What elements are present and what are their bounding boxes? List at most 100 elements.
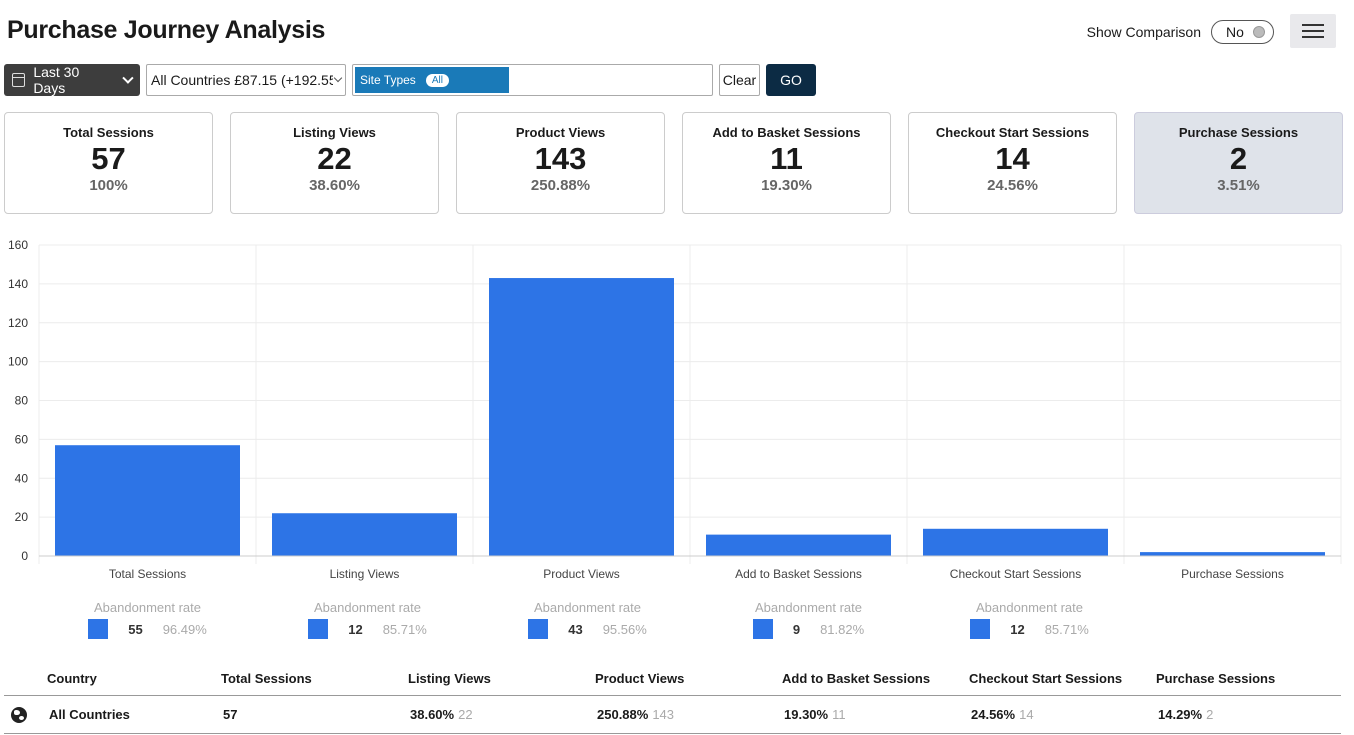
date-range-label: Last 30 Days [33,64,80,96]
kpi-listing-views[interactable]: Listing Views 22 38.60% [230,112,439,214]
abandonment-item: Abandonment rate 12 85.71% [950,600,1110,639]
comparison-label: Show Comparison [1086,24,1201,40]
kpi-add-to-basket[interactable]: Add to Basket Sessions 11 19.30% [682,112,891,214]
cell-purchase: 14.29% 2 [1158,707,1213,722]
cell-checkout-count: 14 [1019,707,1034,722]
kpi-percent: 100% [89,177,128,194]
header-purchase-sessions[interactable]: Purchase Sessions [1156,671,1276,686]
abandonment-row: 12 85.71% [288,619,448,639]
country-table: Country Total Sessions Listing Views Pro… [4,662,1341,734]
cell-checkout-pct: 24.56% [971,707,1016,722]
kpi-value: 2 [1229,141,1248,176]
table-row[interactable]: All Countries 57 38.60% 22 250.88% 143 19.… [4,696,1341,734]
abandonment-swatch [528,619,549,639]
kpi-label: Checkout Start Sessions [935,125,1090,140]
abandonment-title: Abandonment rate [314,600,421,615]
abandonment-row: 55 96.49% [68,619,228,639]
bar [272,513,457,556]
kpi-label: Product Views [515,125,606,140]
abandonment-title: Abandonment rate [976,600,1083,615]
bar [923,528,1108,556]
bar [55,445,240,556]
x-tick-label: Checkout Start Sessions [950,567,1081,581]
header-listing-views[interactable]: Listing Views [408,671,491,686]
x-tick-label: Purchase Sessions [1181,567,1284,581]
cell-purchase-pct: 14.29% [1158,707,1203,722]
abandonment-count: 9 [792,621,801,637]
cell-listing: 38.60% 22 [410,707,473,722]
cell-basket: 19.30% 11 [784,707,846,722]
kpi-value: 11 [770,141,803,176]
page-title: Purchase Journey Analysis [7,16,326,44]
country-select-value: All Countries £87.15 (+192.55%) [151,72,333,88]
site-types-badge: All [425,73,449,87]
cell-country: All Countries [49,707,130,722]
cell-product-pct: 250.88% [597,707,649,722]
y-tick-label: 140 [8,277,28,291]
x-tick-label: Product Views [543,567,619,581]
funnel-bar-chart: 0 20 40 60 80 100 120 140 160 Total Sessions Listi… [8,238,1342,581]
kpi-checkout-start[interactable]: Checkout Start Sessions 14 24.56% [908,112,1117,214]
abandonment-rate: 96.49% [162,621,207,637]
header-product-views[interactable]: Product Views [595,671,685,686]
cell-total: 57 [223,707,238,722]
header-checkout-start[interactable]: Checkout Start Sessions [969,671,1123,686]
show-comparison: Show Comparison No [1087,20,1274,44]
x-tick-label: Total Sessions [109,567,186,581]
filter-bar: Last 30 Days All Countries £87.15 (+192.… [4,64,816,96]
clear-button[interactable]: Clear [719,64,760,96]
abandonment-title: Abandonment rate [755,600,862,615]
kpi-purchase-sessions[interactable]: Purchase Sessions 2 3.51% [1134,112,1343,214]
toggle-value: No [1226,24,1244,40]
table-header: Country Total Sessions Listing Views Pro… [4,662,1341,696]
abandonment-swatch [970,619,991,639]
kpi-product-views[interactable]: Product Views 143 250.88% [456,112,665,214]
abandonment-row: 12 85.71% [950,619,1110,639]
abandonment-count: 12 [348,621,363,637]
abandonment-swatch [88,619,109,639]
kpi-percent: 3.51% [1217,177,1260,194]
kpi-total-sessions[interactable]: Total Sessions 57 100% [4,112,213,214]
kpi-label: Add to Basket Sessions [712,125,861,140]
chevron-down-icon [333,73,343,83]
abandonment-title: Abandonment rate [534,600,641,615]
cell-listing-pct: 38.60% [410,707,455,722]
date-range-button[interactable]: Last 30 Days [4,64,140,96]
kpi-percent: 19.30% [761,177,812,194]
y-tick-label: 20 [15,510,29,524]
cell-product: 250.88% 143 [597,707,674,722]
cell-product-count: 143 [652,707,675,722]
abandonment-item: Abandonment rate 55 96.49% [68,600,228,639]
abandonment-count: 43 [568,621,583,637]
site-types-tag-label: Site Types [360,73,416,87]
header-add-to-basket[interactable]: Add to Basket Sessions [782,671,931,686]
y-tick-label: 80 [15,394,29,408]
kpi-value: 22 [317,141,352,176]
cell-basket-pct: 19.30% [784,707,829,722]
site-types-input[interactable]: Site Types All [352,64,713,96]
hamburger-icon[interactable] [1290,14,1336,48]
kpi-value: 143 [534,141,587,176]
abandonment-rate: 81.82% [820,621,865,637]
site-types-tag[interactable]: Site Types All [355,67,509,93]
cell-basket-count: 11 [832,707,846,722]
y-tick-label: 160 [8,238,28,252]
comparison-toggle[interactable]: No [1211,20,1274,44]
abandonment-item: Abandonment rate 9 81.82% [729,600,889,639]
y-tick-label: 60 [15,432,29,446]
bar [1140,552,1325,556]
kpi-value: 14 [995,141,1030,176]
chevron-down-icon [122,72,134,84]
header-country[interactable]: Country [47,671,97,686]
cell-checkout: 24.56% 14 [971,707,1034,722]
toggle-knob-icon [1253,26,1265,38]
go-button[interactable]: GO [766,64,816,96]
globe-icon [11,707,27,723]
y-tick-label: 40 [15,471,29,485]
cell-purchase-count: 2 [1206,707,1214,722]
header-total-sessions[interactable]: Total Sessions [221,671,312,686]
abandonment-rate: 85.71% [382,621,427,637]
abandonment-row: 9 81.82% [729,619,889,639]
country-select[interactable]: All Countries £87.15 (+192.55%) [146,64,346,96]
abandonment-row: 43 95.56% [508,619,668,639]
